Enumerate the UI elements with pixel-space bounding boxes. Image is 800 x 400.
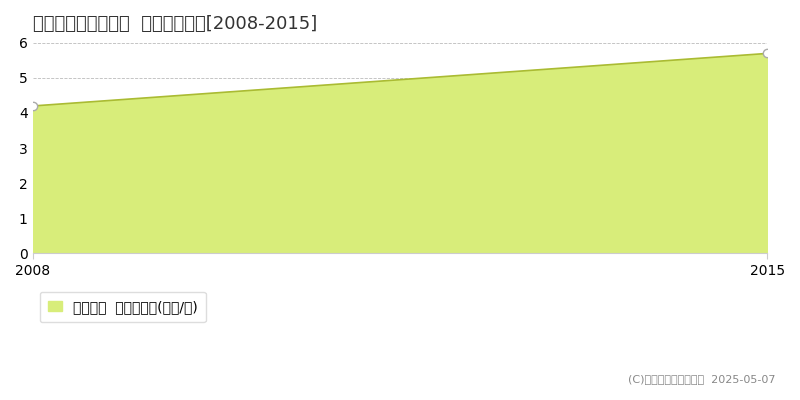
Text: 東田川郡庄内町清川  住宅価格推移[2008-2015]: 東田川郡庄内町清川 住宅価格推移[2008-2015] xyxy=(33,15,317,33)
Text: (C)土地価格ドットコム  2025-05-07: (C)土地価格ドットコム 2025-05-07 xyxy=(629,374,776,384)
Legend: 住宅価格  平均嵪単価(万円/嵪): 住宅価格 平均嵪単価(万円/嵪) xyxy=(39,292,206,322)
